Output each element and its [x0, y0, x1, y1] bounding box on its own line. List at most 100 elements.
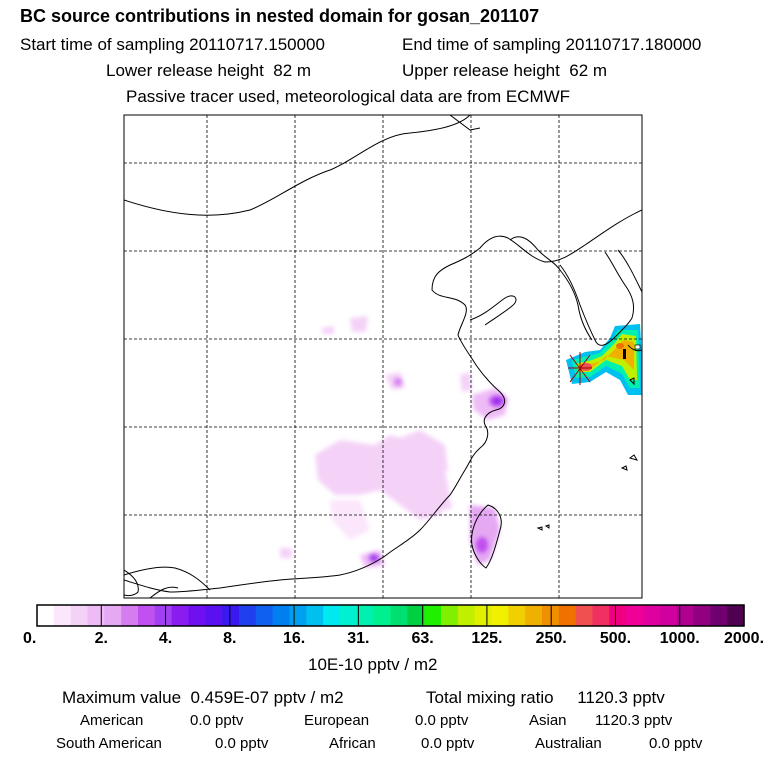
colorbar-cell [474, 605, 493, 626]
coastline [509, 236, 593, 341]
tracer-note: Passive tracer used, meteorological data… [126, 87, 571, 106]
australian-label: Australian [535, 735, 602, 752]
colorbar-cell [222, 605, 240, 626]
max-value-label: Maximum value [62, 688, 182, 707]
lat-lon-grid [124, 115, 642, 598]
plume-area [432, 492, 452, 512]
colorbar-cell [37, 605, 55, 626]
colorbar-tick-label: 250. [535, 630, 567, 647]
lower-height-value: 82 m [273, 61, 312, 80]
plume-core-cell [369, 554, 379, 562]
total-mixing-line: Total mixing ratio 1120.3 pptv [426, 688, 665, 708]
colorbar-cell [239, 605, 257, 626]
colorbar-cell [676, 605, 695, 626]
border [149, 586, 179, 598]
island [620, 465, 628, 471]
colorbar-cell [272, 605, 291, 626]
start-time-label: Start time of sampling [20, 35, 185, 54]
hotspot-cell [616, 343, 624, 349]
colorbar-cell [255, 605, 274, 626]
asian-label: Asian [529, 712, 567, 729]
colorbar-cell [659, 605, 678, 626]
colorbar-tick-label: 500. [599, 630, 632, 647]
island [629, 377, 635, 386]
colorbar-cell [70, 605, 89, 626]
plume-area [330, 500, 370, 540]
colorbar-cells [37, 605, 745, 626]
colorbar-cell [727, 605, 745, 626]
lower-height-line: Lower release height 82 m [106, 61, 311, 81]
colorbar-cell [289, 605, 307, 626]
total-mixing-value: 1120.3 pptv [577, 688, 665, 707]
japan-coast [627, 344, 642, 352]
australian-value: 0.0 pptv [649, 735, 703, 752]
upper-height-label: Upper release height [402, 61, 560, 80]
upper-height-value: 62 m [569, 61, 608, 80]
map-panel [123, 114, 643, 599]
total-mixing-label: Total mixing ratio [426, 688, 554, 707]
hainan-coast [124, 569, 139, 597]
map-frame [123, 114, 643, 599]
max-value: 0.459E-07 pptv / m2 [190, 688, 344, 707]
colorbar-cell [508, 605, 526, 626]
colorbar-cell [558, 605, 577, 626]
plume-area [350, 316, 368, 332]
colorbar-tick-label: 2000. [723, 630, 765, 647]
colorbar-cell [356, 605, 375, 626]
colorbar-tick-marks [36, 605, 745, 626]
plume-area [280, 548, 292, 558]
african-value: 0.0 pptv [421, 735, 475, 752]
taiwan-coast [471, 504, 502, 569]
colorbar-tick-label: 63. [411, 630, 434, 647]
colorbar-cell [323, 605, 341, 626]
colorbar-tick-label: 125. [471, 630, 503, 647]
colorbar-cell [643, 605, 661, 626]
island [536, 526, 543, 531]
american-value: 0.0 pptv [190, 712, 244, 729]
colorbar-cell [104, 605, 122, 626]
colorbar-cell [575, 605, 594, 626]
colorbar-cell [306, 605, 324, 626]
coastline [469, 295, 517, 326]
plume-core-cell [476, 537, 488, 553]
plume-core-cell [493, 398, 501, 404]
plume-core [369, 378, 505, 562]
african-label: African [329, 735, 376, 752]
colorbar-cell [53, 605, 72, 626]
colorbar-cell [373, 605, 392, 626]
colorbar [36, 604, 745, 627]
plume-area [322, 326, 334, 334]
end-time-value: 20110717.180000 [565, 35, 702, 54]
end-time-line: End time of sampling 20110717.180000 [402, 35, 701, 55]
plot-title: BC source contributions in nested domain… [20, 6, 540, 26]
colorbar-cell [340, 605, 358, 626]
source-marker [568, 352, 592, 385]
colorbar-cell [121, 605, 139, 626]
colorbar-cell [626, 605, 644, 626]
coastline [124, 115, 471, 216]
colorbar-cell [154, 605, 173, 626]
plume-core-cell [394, 378, 402, 386]
border [124, 566, 211, 591]
colorbar-cell [407, 605, 425, 626]
lower-height-label: Lower release height [106, 61, 264, 80]
coastlines [124, 115, 642, 598]
european-value: 0.0 pptv [415, 712, 469, 729]
island [628, 454, 639, 461]
plume-area [460, 372, 472, 392]
marker-glyph [634, 344, 641, 350]
colorbar-tick-label: 1000. [659, 630, 700, 647]
coastline [617, 249, 642, 293]
colorbar-tick-label: 16. [282, 630, 306, 647]
south-american-label: South American [56, 735, 162, 752]
colorbar-cell [171, 605, 190, 626]
colorbar-cell [710, 605, 728, 626]
colorbar-cell [693, 605, 711, 626]
colorbar-cell [390, 605, 408, 626]
colorbar-cell [491, 605, 509, 626]
island [544, 524, 550, 529]
end-time-label: End time of sampling [402, 35, 561, 54]
coastline [124, 209, 642, 593]
max-value-line: Maximum value 0.459E-07 pptv / m2 [62, 688, 344, 708]
colorbar-tick-label: 8. [223, 630, 237, 647]
